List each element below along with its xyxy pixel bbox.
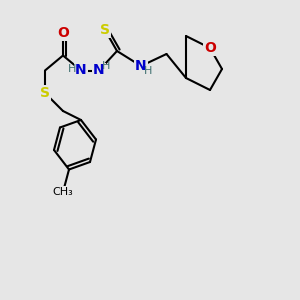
Text: H: H bbox=[144, 65, 153, 76]
Text: N: N bbox=[135, 59, 147, 73]
Text: N: N bbox=[93, 64, 105, 77]
Text: S: S bbox=[100, 23, 110, 37]
Text: H: H bbox=[68, 64, 76, 74]
Text: H: H bbox=[102, 61, 111, 71]
Text: CH₃: CH₃ bbox=[52, 187, 74, 197]
Text: O: O bbox=[57, 26, 69, 40]
Text: O: O bbox=[204, 41, 216, 55]
Text: N: N bbox=[75, 64, 87, 77]
Text: S: S bbox=[40, 86, 50, 100]
